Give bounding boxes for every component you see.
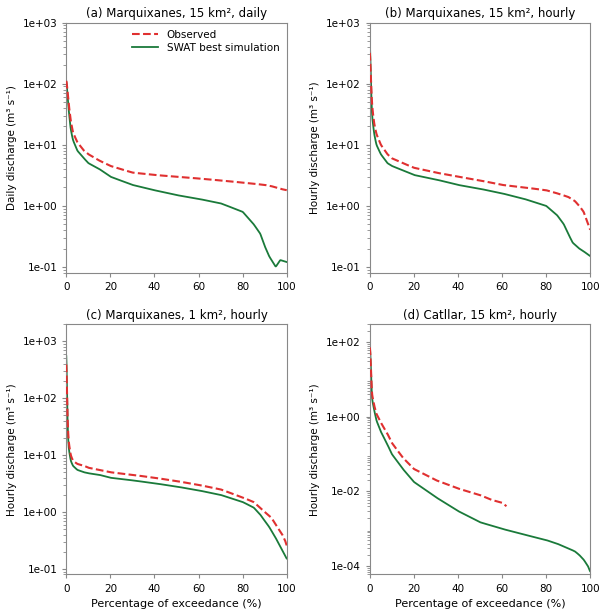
Legend: Observed, SWAT best simulation: Observed, SWAT best simulation	[131, 28, 282, 55]
Y-axis label: Hourly discharge (m³ s⁻¹): Hourly discharge (m³ s⁻¹)	[310, 81, 320, 214]
Y-axis label: Daily discharge (m³ s⁻¹): Daily discharge (m³ s⁻¹)	[7, 85, 17, 210]
Title: (c) Marquixanes, 1 km², hourly: (c) Marquixanes, 1 km², hourly	[86, 309, 268, 322]
Title: (b) Marquixanes, 15 km², hourly: (b) Marquixanes, 15 km², hourly	[385, 7, 575, 20]
Y-axis label: Hourly discharge (m³ s⁻¹): Hourly discharge (m³ s⁻¹)	[7, 383, 17, 516]
Title: (d) Catllar, 15 km², hourly: (d) Catllar, 15 km², hourly	[403, 309, 557, 322]
X-axis label: Percentage of exceedance (%): Percentage of exceedance (%)	[91, 599, 262, 609]
X-axis label: Percentage of exceedance (%): Percentage of exceedance (%)	[395, 599, 565, 609]
Title: (a) Marquixanes, 15 km², daily: (a) Marquixanes, 15 km², daily	[86, 7, 267, 20]
Y-axis label: Hourly discharge (m³ s⁻¹): Hourly discharge (m³ s⁻¹)	[310, 383, 320, 516]
